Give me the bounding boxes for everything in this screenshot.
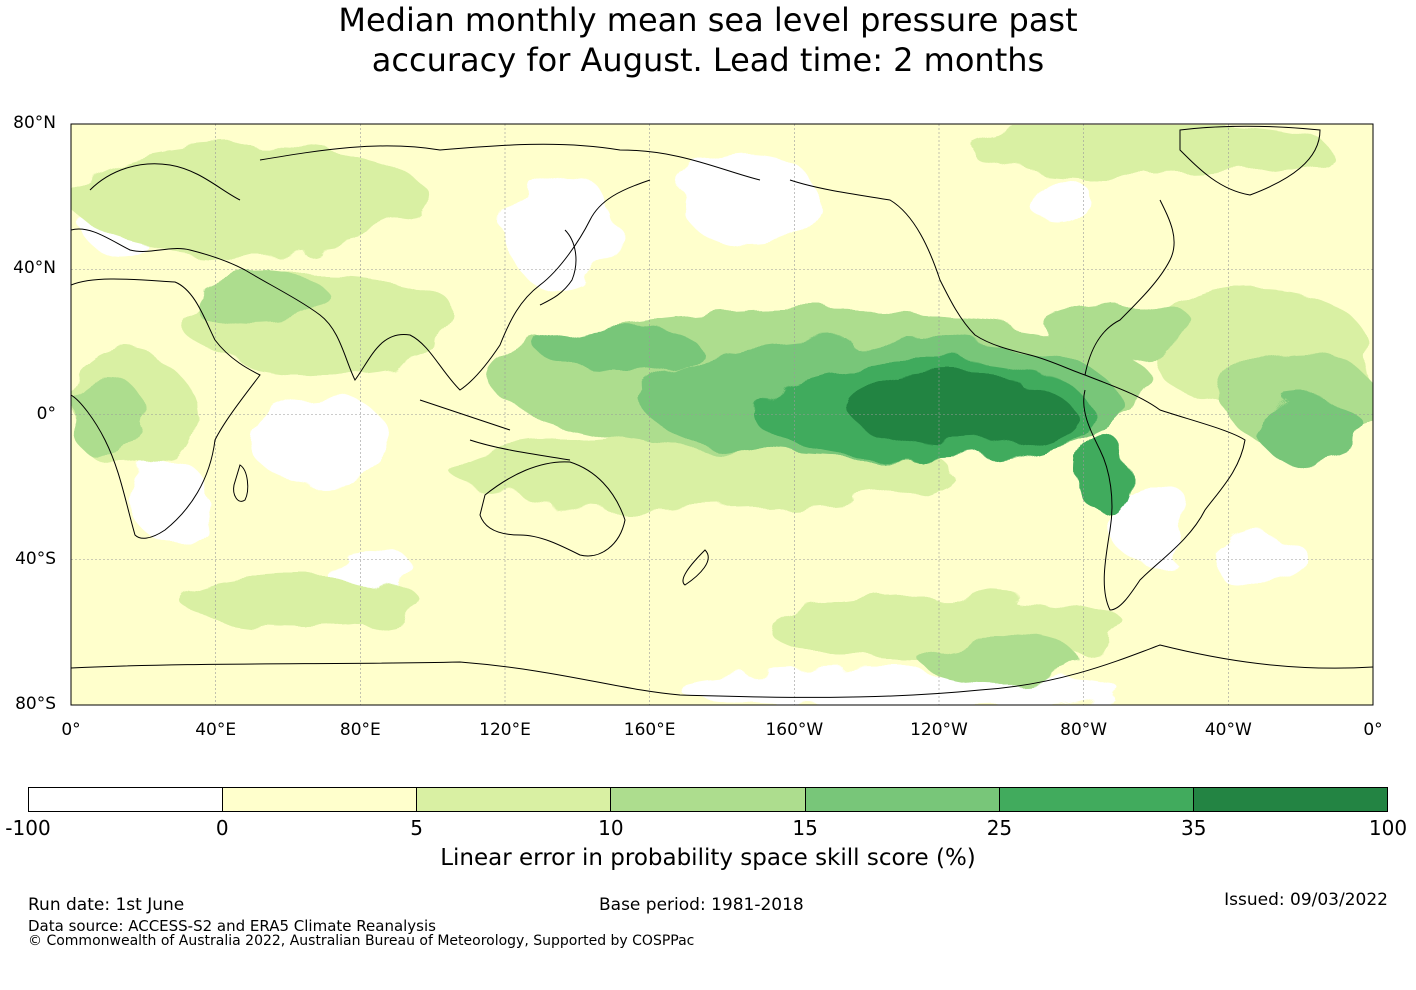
field-patch: [920, 640, 1080, 680]
field-patch: [505, 170, 615, 290]
colorbar-segment: [29, 788, 224, 811]
field-patch: [250, 395, 390, 485]
lon-label: 0°: [61, 720, 81, 740]
field-patch: [1075, 430, 1125, 510]
lon-label: 40°E: [195, 720, 237, 740]
lon-label: 80°W: [1060, 720, 1108, 740]
lon-label: 120°E: [479, 720, 531, 740]
lat-label: 0°: [36, 403, 56, 424]
title-line-1: Median monthly mean sea level pressure p…: [338, 1, 1078, 39]
colorbar-tick-label: 15: [792, 816, 818, 840]
colorbar-tick-label: 5: [410, 816, 423, 840]
coast-antarctica: [71, 644, 1373, 698]
colorbar-segment: [223, 788, 418, 811]
field-patch: [850, 375, 1070, 445]
colorbar-tick-label: 25: [986, 816, 1013, 840]
field-patch: [680, 155, 820, 245]
map-frame: [70, 123, 1374, 706]
field-patch: [71, 145, 430, 255]
lon-label: 40°W: [1204, 720, 1252, 740]
field-patch: [1040, 305, 1200, 355]
coast-south-america: [1083, 374, 1246, 611]
coast-north-america: [789, 179, 1175, 376]
lon-label: 120°W: [910, 720, 968, 740]
coast-siberia: [259, 143, 761, 181]
coast-australia: [479, 461, 626, 557]
data-source: Data source: ACCESS-S2 and ERA5 Climate …: [28, 917, 436, 935]
field-patch: [1255, 400, 1365, 460]
skill-field-blotches: [71, 125, 1373, 705]
map-title: Median monthly mean sea level pressure p…: [0, 0, 1416, 80]
field-patch: [680, 672, 1120, 705]
field-patch: [71, 380, 150, 460]
copyright: © Commonwealth of Australia 2022, Austra…: [28, 933, 695, 949]
field-patch: [130, 460, 210, 540]
coast-greenland: [1179, 125, 1321, 196]
field-patch: [180, 575, 420, 625]
colorbar-segment: [417, 788, 612, 811]
colorbar-segment: [611, 788, 806, 811]
lon-label: 80°E: [339, 720, 381, 740]
colorbar-segment: [805, 788, 1000, 811]
field-patch: [1030, 175, 1090, 225]
field-patch: [970, 125, 1330, 175]
colorbar-tick-label: 10: [598, 816, 624, 840]
lon-label: 160°W: [765, 720, 824, 740]
map-field: [71, 124, 1373, 705]
lat-label: 40°S: [15, 548, 56, 569]
colorbar-label: Linear error in probability space skill …: [440, 845, 976, 871]
lon-label: 160°E: [623, 720, 676, 740]
base-period: Base period: 1981-2018: [599, 895, 804, 915]
lat-label: 40°N: [13, 258, 56, 279]
colorbar-tick-label: 100: [1368, 816, 1408, 840]
coast-madagascar: [233, 464, 249, 502]
coast-africa: [71, 278, 261, 539]
field-patch: [1105, 480, 1195, 560]
field-patch: [540, 325, 700, 375]
lat-label: 80°N: [13, 113, 56, 133]
colorbar-tick-label: 35: [1180, 816, 1207, 840]
run-date: Run date: 1st June: [28, 895, 185, 915]
lat-label: 80°S: [15, 694, 56, 714]
coast-japan: [539, 229, 577, 306]
field-patch: [190, 270, 330, 330]
coast-europe: [71, 163, 246, 271]
gridlines: [71, 124, 1373, 705]
title-line-2: accuracy for August. Lead time: 2 months: [371, 41, 1045, 79]
colorbar-segment: [999, 788, 1194, 811]
colorbar-tick-label: 0: [215, 816, 229, 840]
colorbar-segment: [1193, 788, 1387, 811]
colorbar-tick-label: -100: [5, 816, 51, 840]
lon-label: 0°: [1363, 720, 1383, 740]
issued-date: Issued: 09/03/2022: [1224, 890, 1388, 910]
coastlines: [71, 125, 1373, 698]
coast-new-zealand: [682, 549, 709, 586]
coast-maritime-se-asia: [419, 399, 571, 461]
colorbar: [28, 787, 1388, 812]
coast-asia: [244, 179, 651, 391]
